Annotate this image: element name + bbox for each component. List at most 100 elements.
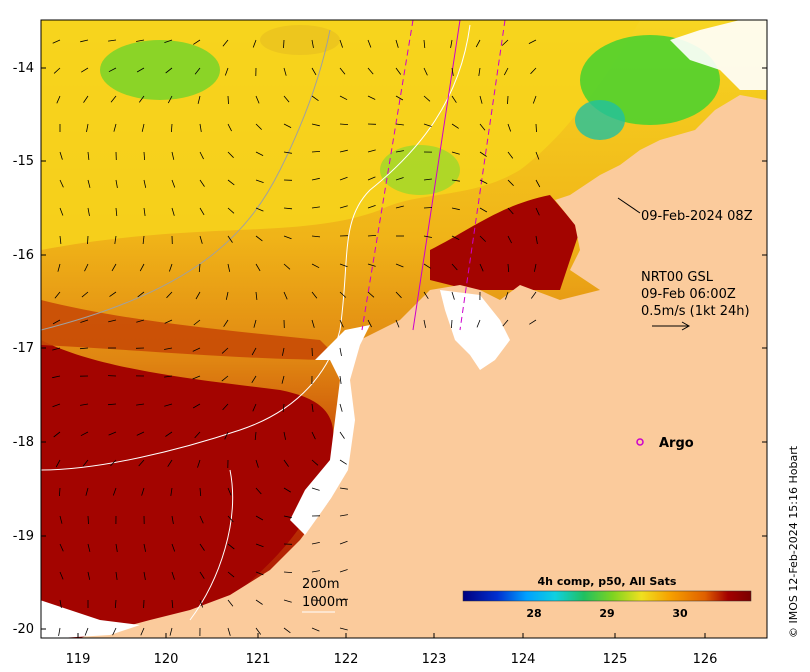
current-vector xyxy=(143,179,147,188)
current-vector xyxy=(532,95,537,104)
current-vector xyxy=(311,542,320,545)
current-vector xyxy=(54,291,61,299)
current-vector xyxy=(199,207,205,216)
current-vector xyxy=(283,123,292,128)
current-vector xyxy=(339,149,348,153)
current-vector xyxy=(479,95,483,104)
current-vector xyxy=(83,95,89,103)
colorbar-tick: 28 xyxy=(526,607,541,620)
current-vector xyxy=(52,347,61,351)
current-vector xyxy=(115,179,118,188)
current-model-title: NRT00 GSL xyxy=(641,270,714,285)
current-vector xyxy=(171,207,175,216)
current-vector xyxy=(283,459,289,467)
current-vector xyxy=(221,375,229,382)
current-vector xyxy=(143,571,146,580)
current-vector xyxy=(339,95,348,101)
current-vector xyxy=(255,487,262,495)
map-frame xyxy=(40,19,768,639)
x-tick-label: 120 xyxy=(154,652,179,667)
cool-patch xyxy=(575,100,625,140)
current-vector xyxy=(140,627,145,636)
current-vector xyxy=(451,151,460,155)
current-vector xyxy=(339,459,347,465)
current-vector xyxy=(255,235,263,242)
current-vector xyxy=(137,291,145,298)
current-vector xyxy=(311,177,320,181)
current-vector xyxy=(281,375,285,384)
current-vector xyxy=(339,67,346,75)
current-vector xyxy=(311,319,315,328)
current-vector xyxy=(59,179,64,188)
current-vector xyxy=(227,487,232,496)
current-vector xyxy=(339,627,348,631)
current-vector xyxy=(194,67,201,75)
current-vector xyxy=(251,375,257,384)
warm-water-coastal xyxy=(430,195,580,290)
current-vector xyxy=(395,263,404,268)
current-vector xyxy=(136,319,145,323)
current-vector xyxy=(58,627,61,636)
current-vector xyxy=(535,207,540,216)
current-vector xyxy=(198,263,201,273)
current-model-time: 09-Feb 06:00Z xyxy=(641,287,736,302)
current-vector xyxy=(227,263,231,272)
current-vector xyxy=(339,514,348,517)
current-vector xyxy=(255,515,264,521)
current-vector xyxy=(476,319,481,328)
current-vector xyxy=(534,263,537,272)
x-axis: 119 120 121 122 123 124 125 126 xyxy=(66,652,718,667)
x-tick-label: 126 xyxy=(693,652,718,667)
current-vector xyxy=(311,291,318,299)
current-vector xyxy=(311,627,320,632)
current-vector xyxy=(507,263,510,273)
current-vector xyxy=(451,179,460,182)
current-vector xyxy=(59,151,63,160)
current-vector xyxy=(84,627,89,636)
current-vector xyxy=(395,123,404,126)
current-vector xyxy=(193,319,201,326)
current-vector xyxy=(224,431,229,440)
y-axis: -14 -15 -16 -17 -18 -19 -20 xyxy=(13,61,34,637)
cool-patch xyxy=(580,35,720,125)
current-vector xyxy=(59,487,61,497)
current-vector xyxy=(283,431,286,440)
current-vector xyxy=(423,263,431,269)
contour-200m xyxy=(189,469,234,621)
current-vector xyxy=(113,123,117,132)
current-vector xyxy=(451,263,458,271)
current-vector xyxy=(535,235,538,244)
current-vector xyxy=(112,627,117,636)
current-vector xyxy=(283,571,293,573)
current-vector xyxy=(165,67,173,74)
image-timestamp: 09-Feb-2024 08Z xyxy=(641,209,753,224)
current-vector xyxy=(479,179,488,184)
cloud-cover xyxy=(670,20,767,90)
current-vector xyxy=(194,431,201,439)
current-vector xyxy=(227,151,234,158)
current-vector xyxy=(395,205,404,209)
tick-marks xyxy=(41,67,767,638)
current-vector xyxy=(193,39,201,45)
current-vector xyxy=(423,291,429,299)
current-vector xyxy=(451,207,460,211)
current-vector xyxy=(108,319,117,323)
current-vector xyxy=(311,459,319,466)
current-vector xyxy=(423,178,432,181)
current-vector xyxy=(199,179,205,187)
current-vector xyxy=(227,627,231,636)
current-vector xyxy=(115,207,118,217)
current-vector xyxy=(283,263,291,270)
current-vector xyxy=(222,39,229,47)
current-vector xyxy=(252,403,257,412)
cool-patch xyxy=(380,145,460,195)
current-vector xyxy=(451,319,453,329)
current-vector xyxy=(339,347,342,356)
current-vector xyxy=(283,235,292,240)
land-mass xyxy=(80,95,767,638)
current-vector xyxy=(423,67,428,76)
current-vector xyxy=(143,207,146,216)
current-vector xyxy=(395,291,402,299)
current-vector xyxy=(199,543,205,551)
current-vector xyxy=(222,403,229,411)
